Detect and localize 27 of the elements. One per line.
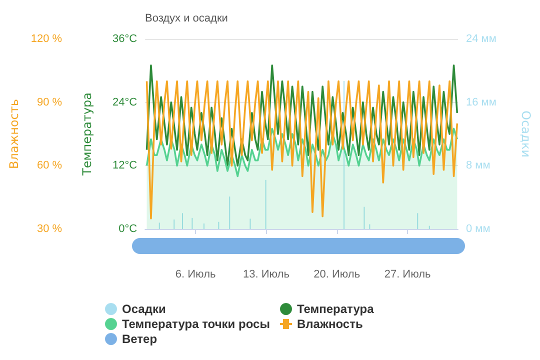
y3-tick-label: 30 % (37, 223, 62, 235)
line-series (146, 64, 458, 167)
legend-label: Ветер (122, 332, 158, 346)
y-tick-label: 36°C (112, 33, 138, 45)
chart-title: Воздух и осадки (145, 12, 228, 24)
legend-label: Температура точки росы (122, 317, 270, 331)
x-tick-label: 13. Июль (243, 268, 290, 280)
x-tick-label: 20. Июль (314, 268, 360, 280)
y-tick-label: 12°C (112, 160, 138, 172)
y2-tick-label: 0 мм (466, 223, 490, 235)
x-tick-label: 6. Июль (175, 268, 216, 280)
legend-label: Влажность (297, 317, 363, 331)
y2-axis-title: Осадки (519, 110, 533, 158)
legend-label: Температура (297, 302, 374, 316)
legend-label: Осадки (122, 302, 166, 316)
line-series (146, 80, 458, 220)
y3-tick-label: 120 % (30, 33, 62, 45)
y2-tick-label: 16 мм (466, 96, 496, 108)
y-axis-title: Температура (80, 92, 94, 177)
y2-tick-label: 24 мм (466, 33, 496, 45)
y-tick-label: 24°C (112, 96, 138, 108)
x-tick-label: 27. Июль (384, 268, 431, 280)
y3-axis-title: Влажность (7, 99, 21, 169)
y2-tick-label: 8 мм (466, 160, 490, 172)
y3-tick-label: 90 % (37, 96, 62, 108)
y3-tick-label: 60 % (37, 160, 62, 172)
y-tick-label: 0°C (118, 223, 138, 235)
